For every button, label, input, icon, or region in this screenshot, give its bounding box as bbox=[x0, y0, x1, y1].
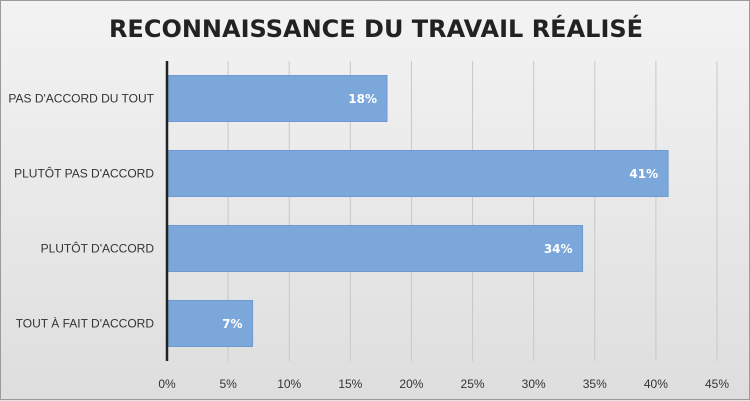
bar-data-label: 34% bbox=[544, 242, 573, 256]
bar bbox=[166, 75, 388, 122]
x-tick-label: 15% bbox=[338, 377, 362, 391]
x-tick-label: 10% bbox=[277, 377, 301, 391]
bar-data-label: 7% bbox=[222, 317, 242, 331]
bar bbox=[166, 225, 584, 272]
x-tick-label: 35% bbox=[583, 377, 607, 391]
x-tick-label: 40% bbox=[644, 377, 668, 391]
category-label: PLUTÔT D'ACCORD bbox=[41, 241, 155, 256]
bar bbox=[166, 150, 669, 197]
chart-title: RECONNAISSANCE DU TRAVAIL RÉALISÉ bbox=[108, 15, 644, 43]
x-tick-label: 45% bbox=[705, 377, 729, 391]
bar bbox=[166, 300, 254, 347]
bar-data-label: 41% bbox=[629, 167, 658, 181]
x-tick-label: 0% bbox=[158, 377, 176, 391]
x-tick-label: 30% bbox=[522, 377, 546, 391]
x-tick-label: 5% bbox=[219, 377, 237, 391]
category-label: TOUT À FAIT D'ACCORD bbox=[16, 316, 155, 331]
bar-data-label: 18% bbox=[348, 92, 377, 106]
x-tick-label: 25% bbox=[461, 377, 485, 391]
x-tick-label: 20% bbox=[399, 377, 423, 391]
category-label: PLUTÔT PAS D'ACCORD bbox=[14, 166, 154, 181]
category-label: PAS D'ACCORD DU TOUT bbox=[8, 92, 154, 106]
